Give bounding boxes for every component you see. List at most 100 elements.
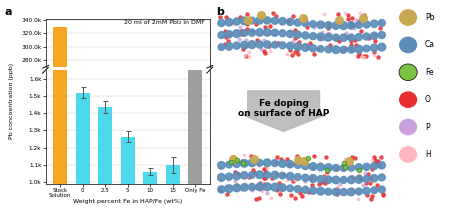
Point [354, 178, 362, 181]
Point [273, 156, 280, 159]
Point [256, 188, 263, 191]
Point [366, 181, 373, 184]
Point [362, 23, 369, 26]
Point [374, 55, 381, 58]
Point [308, 34, 316, 38]
Point [324, 22, 332, 25]
Point [324, 35, 331, 39]
Point [347, 24, 354, 27]
Point [320, 12, 327, 16]
Point [252, 22, 259, 26]
Point [225, 163, 232, 166]
Point [324, 23, 331, 27]
Point [277, 187, 284, 191]
Point [368, 159, 375, 162]
Point [336, 183, 344, 186]
Point [293, 160, 300, 163]
Point [339, 161, 347, 164]
Point [226, 32, 233, 35]
Point [355, 174, 362, 178]
Point [221, 29, 228, 33]
Point [310, 155, 317, 158]
Point [348, 16, 355, 19]
Point [298, 16, 306, 19]
Point [339, 166, 347, 170]
Point [260, 167, 268, 170]
Point [252, 186, 259, 189]
Point [377, 45, 384, 49]
Point [233, 174, 240, 178]
Point [263, 191, 270, 194]
Point [248, 188, 255, 191]
Point [351, 18, 359, 22]
Point [373, 159, 380, 163]
Point [310, 26, 317, 29]
Point [227, 160, 234, 164]
Point [334, 12, 341, 15]
Point [258, 189, 265, 193]
Point [278, 162, 286, 165]
Point [233, 158, 240, 162]
Point [339, 48, 347, 51]
Point [285, 48, 293, 52]
Point [278, 19, 286, 23]
Circle shape [398, 9, 416, 26]
Point [263, 166, 270, 170]
Point [263, 19, 270, 22]
Point [233, 44, 240, 47]
Point [307, 176, 314, 179]
Circle shape [398, 119, 416, 135]
Point [255, 161, 263, 164]
Point [295, 158, 302, 162]
Point [354, 175, 361, 179]
Point [314, 47, 321, 50]
Point [301, 46, 308, 49]
Point [359, 55, 367, 58]
Point [240, 174, 248, 177]
Point [293, 52, 301, 56]
Point [293, 187, 301, 191]
Point [301, 179, 308, 183]
Bar [143, 172, 157, 219]
Point [332, 36, 339, 39]
Point [278, 44, 286, 47]
Point [332, 190, 339, 194]
Bar [121, 136, 134, 219]
Point [278, 174, 286, 177]
Text: Ca: Ca [424, 40, 434, 49]
Point [348, 155, 355, 159]
Point [241, 182, 248, 185]
Point [222, 35, 229, 39]
Point [273, 172, 280, 175]
Point [324, 27, 331, 30]
Point [349, 23, 356, 26]
Point [377, 188, 384, 191]
Point [358, 47, 365, 51]
Point [260, 167, 268, 171]
Point [332, 166, 339, 170]
Point [260, 182, 268, 186]
Point [377, 21, 384, 25]
Point [340, 46, 348, 50]
Point [294, 158, 301, 162]
Point [362, 35, 369, 38]
Point [225, 32, 232, 36]
Point [308, 22, 316, 26]
Point [286, 44, 293, 48]
Point [356, 11, 363, 14]
Point [240, 154, 248, 157]
Point [283, 178, 290, 182]
Text: Fe: Fe [424, 68, 433, 77]
Point [223, 192, 230, 195]
Point [355, 52, 362, 56]
Point [274, 182, 282, 185]
Point [240, 31, 248, 35]
Point [236, 25, 243, 29]
Point [240, 43, 248, 47]
Point [326, 32, 333, 35]
Point [240, 186, 248, 189]
Point [241, 53, 248, 57]
FancyArrow shape [242, 91, 324, 131]
Point [343, 17, 350, 20]
Point [361, 171, 368, 174]
